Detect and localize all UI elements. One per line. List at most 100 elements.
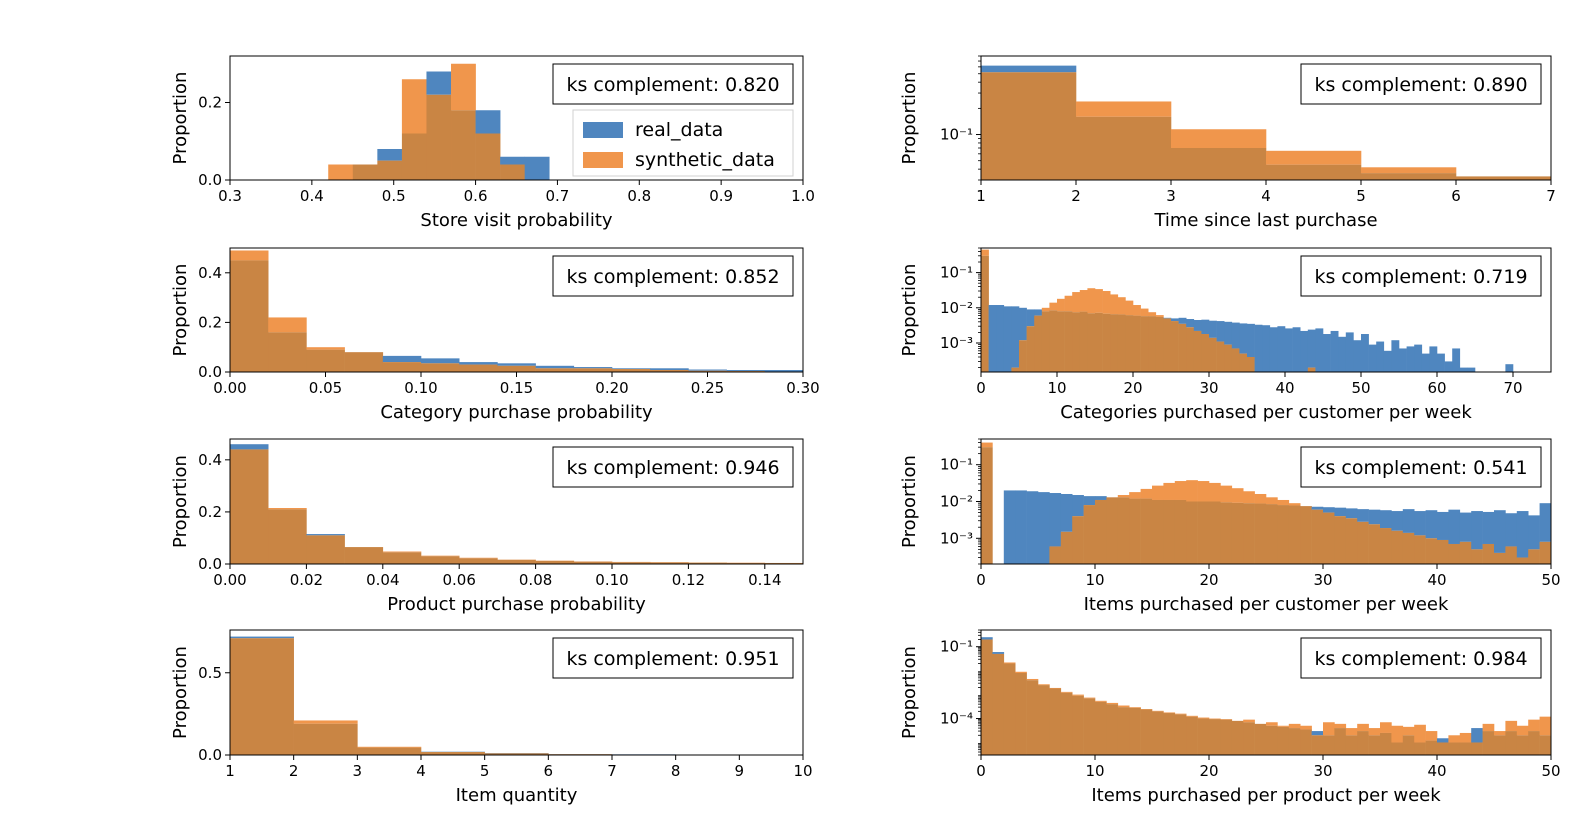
axes-frame [980,247,1552,373]
synthetic-data-bar [459,557,498,559]
legend-swatch-synthetic [583,152,623,168]
overlap-bar [1163,318,1172,372]
overlap-bar [1038,685,1050,755]
real-data-bar [1361,334,1369,372]
overlap-bar [1437,539,1449,564]
synthetic-data-bar [1140,308,1149,317]
y-axis-label: Proportion [170,264,191,357]
y-tick-label: 0.0 [198,171,222,189]
real-data-bar [1216,321,1225,342]
synthetic-data-bar [1209,482,1221,502]
legend: real_data synthetic_data [572,109,794,177]
overlap-bar [1323,735,1335,755]
synthetic-data-bar [1402,726,1415,736]
overlap-bar [401,133,427,180]
y-tick-label: 10⁻³ [940,529,973,547]
real-data-bar [1315,328,1324,372]
overlap-bar [426,94,452,180]
synthetic-data-bar [1125,300,1134,316]
y-tick-label: 0.2 [198,503,222,521]
synthetic-data-bar [1174,713,1187,715]
x-tick-label: 0.4 [300,187,324,205]
overlap-bar [1448,543,1461,564]
x-tick-label: 0.6 [464,187,488,205]
histogram-panel-7: 1 2 3 4 5 6 7 8 9 10 0.0 0.5 Item quantity Proportion… [170,629,813,806]
real-data-bar [1231,322,1240,349]
x-tick-label: 3 [1166,187,1176,205]
synthetic-data-bar [1482,723,1495,732]
real-data-bar [1003,306,1012,372]
y-axis-label: Proportion [170,72,191,165]
overlap-bar [497,365,536,372]
overlap-bar [306,349,345,372]
real-data-bar [1254,324,1263,372]
real-data-bar [1425,510,1438,539]
real-data-bar [1376,341,1385,372]
overlap-bar [1266,504,1278,564]
x-axis-label: Items purchased per customer per week [1084,594,1449,615]
y-tick-label: 10⁻¹ [940,456,973,474]
real-data-bar [1083,496,1096,506]
synthetic-data-bar [1243,719,1255,723]
overlap-bar [1391,530,1404,564]
overlap-bar [1186,327,1195,372]
real-data-bar [1095,496,1107,500]
ks-complement-annotation: ks complement: 0.946 [566,457,779,479]
overlap-bar [1079,311,1088,372]
real-data-bar [1528,515,1540,550]
real-data-bar [1338,336,1347,372]
ks-complement-annotation: ks complement: 0.951 [566,648,779,670]
y-tick-label: 10⁻¹ [940,126,973,144]
overlap-bar [1003,663,1016,755]
overlap-bar [981,639,993,755]
axes-frame [980,629,1552,756]
overlap-bar [1197,718,1210,755]
y-axis-label: Proportion [899,646,920,739]
ks-complement-box [552,446,794,488]
histogram-panel-4: 0 10 20 30 40 50 60 70 10⁻¹ 10⁻² 10⁻³ Categories pu… [899,247,1552,423]
overlap-bar [1163,499,1176,564]
x-tick-label: 50 [1541,762,1560,780]
overlap-bar [1311,735,1324,755]
overlap-bar [1152,711,1164,755]
x-tick-label: 30 [1313,762,1332,780]
overlap-bar [688,370,727,372]
x-tick-label: 40 [1275,379,1294,397]
legend-label-real: real_data [635,119,723,141]
overlap-bar [1148,316,1157,372]
bars-group [230,636,803,755]
overlap-bar [1209,501,1221,564]
synthetic-data-bar [451,63,476,111]
overlap-bar [1072,516,1084,564]
x-axis-label: Store visit probability [420,210,612,231]
x-tick-label: 0.30 [786,379,819,397]
overlap-bar [1095,499,1107,564]
overlap-bar [1140,316,1149,372]
synthetic-data-bar [1049,687,1062,689]
synthetic-data-bar [1076,101,1172,117]
real-data-bar [1239,323,1248,354]
real-data-bar [612,368,651,370]
overlap-bar [1163,713,1176,755]
ks-complement-annotation: ks complement: 0.719 [1314,266,1527,288]
real-data-bar [497,363,536,366]
x-tick-label: 30 [1199,379,1218,397]
y-tick-label: 0.0 [198,555,222,573]
overlap-bar [612,369,651,372]
overlap-bar [1072,312,1081,372]
real-data-bar [1414,344,1423,372]
synthetic-data-bar [1133,305,1141,316]
overlap-bar [1034,315,1043,372]
overlap-bar [1505,731,1518,755]
overlap-bar [1186,501,1198,564]
real-data-bar [726,370,766,372]
real-data-bar [459,362,498,365]
synthetic-data-bar [1057,298,1065,312]
real-data-bar [1038,492,1050,564]
synthetic-data-bar [421,555,460,557]
overlap-bar [377,160,403,180]
synthetic-data-bar [357,746,422,748]
ks-complement-box [552,255,794,297]
ks-complement-box [552,63,794,105]
